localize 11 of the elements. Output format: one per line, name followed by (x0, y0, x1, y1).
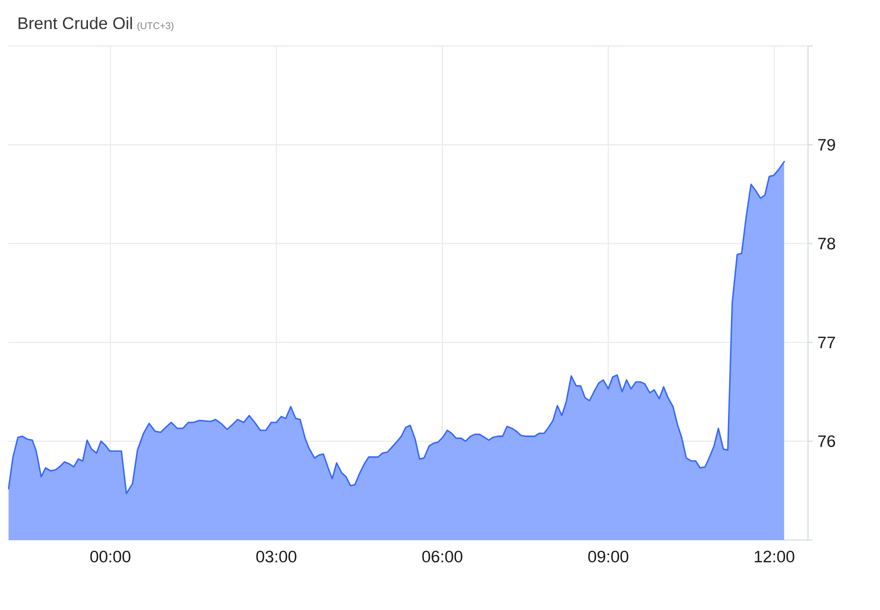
x-tick-label: 03:00 (256, 550, 296, 562)
x-tick-label: 00:00 (90, 550, 130, 562)
y-tick-label: 78 (818, 238, 836, 250)
chart-subtitle: (UTC+3) (138, 22, 174, 31)
y-tick-label: 79 (818, 138, 835, 151)
x-tick-label: 06:00 (422, 550, 462, 562)
chart-title: Brent Crude Oil (18, 16, 132, 30)
y-tick-label: 77 (818, 336, 835, 348)
x-tick-label: 09:00 (588, 550, 628, 562)
x-tick-label: 12:00 (754, 550, 794, 562)
y-tick-label: 76 (818, 435, 836, 448)
